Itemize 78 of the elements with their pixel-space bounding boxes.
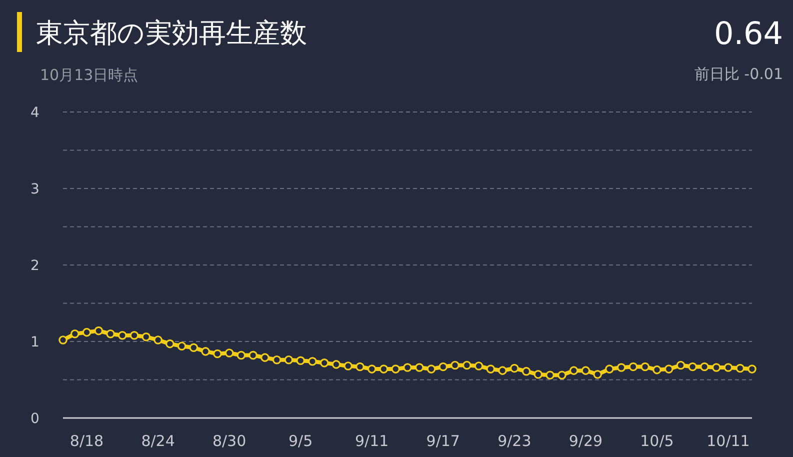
x-tick-label: 9/5	[288, 432, 313, 450]
point	[558, 370, 566, 380]
y-tick-label: 2	[30, 258, 40, 274]
point	[344, 362, 353, 370]
x-tick-label: 9/17	[426, 432, 460, 450]
point	[284, 355, 294, 364]
point	[224, 348, 234, 358]
point	[652, 365, 662, 374]
point	[308, 356, 317, 366]
y-tick-label: 0	[30, 411, 40, 427]
point	[462, 360, 472, 370]
point	[332, 360, 341, 369]
point	[94, 326, 104, 336]
point	[546, 370, 554, 380]
point	[700, 362, 709, 372]
point	[486, 364, 496, 374]
y-tick-label: 3	[30, 182, 40, 198]
point	[534, 370, 543, 379]
point	[70, 329, 80, 338]
point	[189, 343, 198, 352]
point	[498, 366, 507, 375]
point	[450, 360, 460, 370]
point	[58, 336, 68, 344]
point	[82, 328, 92, 337]
x-tick-label: 8/30	[212, 432, 246, 450]
point	[260, 353, 270, 362]
x-tick-label: 8/18	[70, 432, 104, 450]
point	[605, 364, 614, 374]
x-tick-label: 8/24	[141, 432, 175, 450]
point	[688, 362, 698, 372]
point	[640, 362, 650, 372]
point	[569, 366, 578, 375]
point	[296, 356, 305, 366]
point	[356, 362, 364, 372]
point	[438, 362, 448, 372]
point	[118, 330, 127, 340]
x-tick-label: 10/5	[640, 432, 674, 450]
point	[676, 360, 686, 370]
point	[130, 330, 139, 340]
point	[154, 336, 162, 344]
point	[403, 363, 412, 372]
point	[616, 363, 626, 372]
point	[320, 358, 329, 368]
point	[367, 364, 376, 374]
point	[474, 362, 484, 370]
point	[236, 350, 246, 360]
chart-subtitle: 10月13日時点	[40, 66, 138, 84]
point	[248, 350, 258, 360]
point	[628, 362, 638, 372]
point	[272, 355, 282, 364]
point	[414, 363, 424, 372]
text: 0.64	[714, 16, 783, 52]
point	[593, 370, 602, 379]
point	[581, 366, 590, 375]
point	[142, 332, 151, 342]
point	[177, 342, 186, 350]
text: 前日比 -0.01	[694, 65, 783, 83]
point	[201, 347, 210, 356]
point	[510, 364, 519, 373]
point	[748, 364, 756, 374]
point	[426, 364, 436, 374]
x-tick-label: 9/23	[498, 432, 532, 450]
point	[106, 329, 115, 338]
point	[379, 364, 388, 374]
point	[712, 363, 721, 372]
point	[724, 363, 733, 372]
y-tick-label: 1	[30, 334, 40, 350]
point	[391, 364, 400, 374]
x-tick-label: 9/29	[568, 432, 603, 450]
y-tick-label: 4	[30, 105, 40, 121]
point	[166, 339, 174, 348]
point	[522, 366, 531, 376]
chart-title: 東京都の実効再生産数	[36, 18, 307, 49]
x-tick-label: 9/11	[355, 432, 389, 450]
point	[213, 349, 222, 358]
point	[664, 364, 674, 374]
x-tick-label: 10/11	[706, 432, 750, 450]
point	[736, 364, 745, 373]
